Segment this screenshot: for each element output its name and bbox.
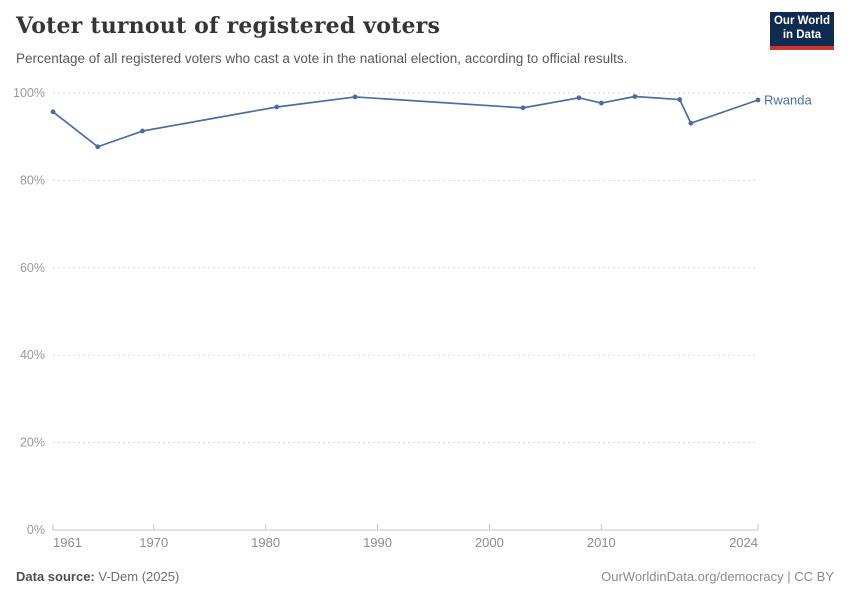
data-source-value: V-Dem (2025) <box>98 569 180 584</box>
owid-logo-line2: in Data <box>782 29 822 41</box>
data-point <box>688 120 694 126</box>
data-point <box>352 94 358 100</box>
y-axis-tick-label: 80% <box>20 173 45 187</box>
data-point <box>598 100 604 106</box>
owid-logo[interactable]: Our World in Data <box>770 12 834 50</box>
x-axis-tick-label: 1980 <box>251 535 280 550</box>
x-axis-tick-label: 1970 <box>139 535 168 550</box>
x-axis-tick-label: 1961 <box>53 535 82 550</box>
y-axis-tick-label: 0% <box>27 523 45 537</box>
series-label[interactable]: Rwanda <box>764 92 812 107</box>
data-point <box>755 97 761 103</box>
data-point <box>274 104 280 110</box>
page-title: Voter turnout of registered voters <box>16 13 441 39</box>
data-point <box>576 95 582 101</box>
data-point <box>520 105 526 111</box>
y-axis-tick-label: 100% <box>13 86 45 100</box>
x-axis-tick-label: 2010 <box>587 535 616 550</box>
data-point <box>95 144 101 150</box>
chart-subtitle: Percentage of all registered voters who … <box>16 51 628 66</box>
y-axis-tick-label: 60% <box>20 261 45 275</box>
y-axis-tick-label: 20% <box>20 436 45 450</box>
series-line <box>52 95 759 148</box>
x-axis-tick-label: 2000 <box>475 535 504 550</box>
data-point <box>140 128 145 134</box>
x-axis-tick-label: 1990 <box>363 535 392 550</box>
data-source-label: Data source: <box>16 569 95 584</box>
data-point <box>632 94 638 99</box>
data-point <box>50 109 56 115</box>
owid-logo-line1: Our World <box>773 15 830 28</box>
data-source: Data source: V-Dem (2025) <box>16 569 179 584</box>
y-axis-tick-label: 40% <box>20 348 45 362</box>
x-axis-tick-label: 2024 <box>729 535 758 550</box>
data-point <box>677 97 683 102</box>
footer-link[interactable]: OurWorldinData.org/democracy | CC BY <box>601 569 834 584</box>
